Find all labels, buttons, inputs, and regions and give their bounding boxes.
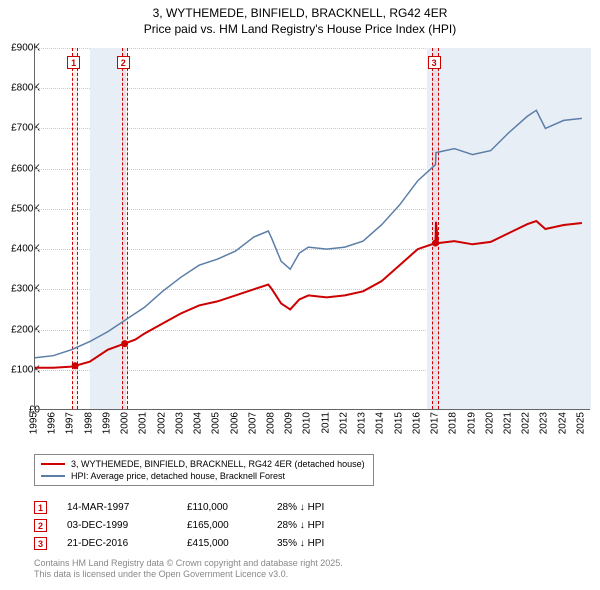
x-tick-label: 1999 [101,412,112,434]
sale-number: 1 [34,501,47,514]
legend-text: 3, WYTHEMEDE, BINFIELD, BRACKNELL, RG42 … [71,459,365,469]
legend-row: HPI: Average price, detached house, Brac… [41,470,367,482]
sale-row: 1 14-MAR-1997 £110,000 28% ↓ HPI [34,498,324,516]
x-tick-label: 2001 [138,412,149,434]
legend-swatch [41,475,65,477]
x-tick-label: 2015 [393,412,404,434]
sale-date: 21-DEC-2016 [67,538,167,549]
sale-row: 3 21-DEC-2016 £415,000 35% ↓ HPI [34,534,324,552]
title-subtitle: Price paid vs. HM Land Registry's House … [0,22,600,38]
plot-svg [35,48,590,409]
x-tick-label: 2010 [302,412,313,434]
sale-marker: 3 [428,56,441,69]
series-hpi [35,110,582,357]
x-tick-label: 1996 [47,412,58,434]
x-tick-label: 2003 [174,412,185,434]
sale-number: 3 [34,537,47,550]
x-tick-label: 2011 [320,412,331,434]
x-tick-label: 2007 [247,412,258,434]
sale-marker: 1 [67,56,80,69]
sale-row: 2 03-DEC-1999 £165,000 28% ↓ HPI [34,516,324,534]
x-tick-label: 2006 [229,412,240,434]
x-tick-label: 2025 [575,412,586,434]
sale-dot [72,362,79,369]
x-tick-label: 2016 [411,412,422,434]
x-tick-label: 2017 [430,412,441,434]
x-tick-label: 2000 [120,412,131,434]
x-tick-label: 2018 [448,412,459,434]
legend-text: HPI: Average price, detached house, Brac… [71,471,285,481]
sale-marker: 2 [117,56,130,69]
sale-dot [432,240,439,247]
sale-date: 03-DEC-1999 [67,520,167,531]
attribution-line: Contains HM Land Registry data © Crown c… [34,558,343,569]
x-tick-label: 2023 [539,412,550,434]
x-tick-label: 2024 [557,412,568,434]
chart-area [34,48,590,410]
x-tick-label: 1998 [83,412,94,434]
sale-price: £110,000 [187,502,257,513]
attribution-line: This data is licensed under the Open Gov… [34,569,343,580]
x-tick-label: 2013 [357,412,368,434]
x-tick-label: 2002 [156,412,167,434]
sale-price: £165,000 [187,520,257,531]
title-address: 3, WYTHEMEDE, BINFIELD, BRACKNELL, RG42 … [0,6,600,22]
x-tick-label: 2008 [265,412,276,434]
series-price_paid [35,221,582,368]
x-tick-label: 1997 [65,412,76,434]
x-tick-label: 2004 [193,412,204,434]
x-tick-label: 2012 [338,412,349,434]
sale-date: 14-MAR-1997 [67,502,167,513]
legend: 3, WYTHEMEDE, BINFIELD, BRACKNELL, RG42 … [34,454,374,486]
x-tick-label: 2020 [484,412,495,434]
sale-price: £415,000 [187,538,257,549]
x-tick-label: 2005 [211,412,222,434]
chart-container: 3, WYTHEMEDE, BINFIELD, BRACKNELL, RG42 … [0,0,600,590]
sale-delta: 28% ↓ HPI [277,520,324,531]
sale-dot [121,340,128,347]
x-tick-label: 1995 [29,412,40,434]
attribution: Contains HM Land Registry data © Crown c… [34,558,343,580]
x-tick-label: 2009 [284,412,295,434]
x-tick-label: 2019 [466,412,477,434]
title-block: 3, WYTHEMEDE, BINFIELD, BRACKNELL, RG42 … [0,0,600,39]
sales-list: 1 14-MAR-1997 £110,000 28% ↓ HPI 2 03-DEC-199… [34,498,324,552]
sale-number: 2 [34,519,47,532]
x-tick-label: 2022 [521,412,532,434]
sale-delta: 35% ↓ HPI [277,538,324,549]
x-tick-label: 2014 [375,412,386,434]
x-tick-label: 2021 [502,412,513,434]
sale-delta: 28% ↓ HPI [277,502,324,513]
legend-swatch [41,463,65,465]
legend-row: 3, WYTHEMEDE, BINFIELD, BRACKNELL, RG42 … [41,458,367,470]
